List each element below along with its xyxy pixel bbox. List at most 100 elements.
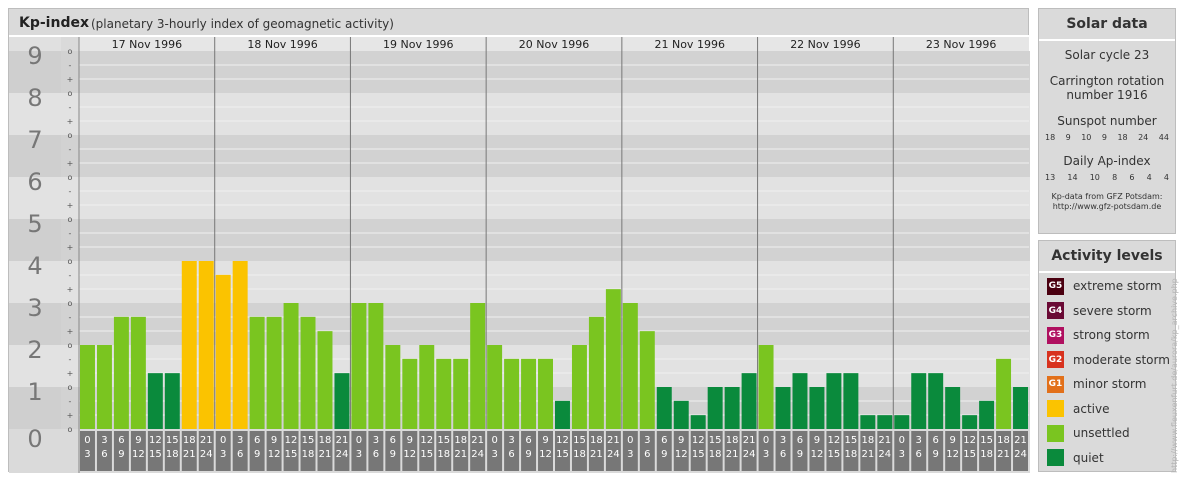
sunspot-title: Sunspot number	[1057, 114, 1157, 128]
y-axis-cell	[9, 303, 61, 345]
slot-label-start: 12	[828, 435, 841, 446]
kp-bar	[147, 373, 163, 429]
slot-label-box	[911, 431, 927, 471]
slot-label-start: 6	[661, 435, 667, 446]
day-header-strip	[79, 37, 1029, 51]
legend-swatch: G1	[1047, 375, 1064, 393]
kp-band	[9, 261, 1030, 303]
slot-label-end: 6	[237, 449, 243, 460]
y-minor-tick: o	[68, 47, 73, 56]
slot-label-end: 12	[946, 449, 959, 460]
slot-label-box	[351, 431, 367, 471]
slot-label-box	[809, 431, 825, 471]
slot-label-end: 18	[437, 449, 450, 460]
slot-label-box	[639, 431, 655, 471]
legend-label: unsettled	[1073, 426, 1130, 440]
y-tick-label: 3	[27, 294, 42, 322]
slot-label-start: 9	[271, 435, 277, 446]
slot-label-box	[453, 431, 469, 471]
kp-bar	[266, 316, 282, 429]
slot-label-box	[928, 431, 944, 471]
kp-bar	[673, 400, 689, 429]
slot-label-end: 6	[916, 449, 922, 460]
kp-bar	[164, 373, 180, 429]
slot-label-start: 3	[916, 435, 922, 446]
y-axis-cell	[9, 387, 61, 429]
legend-swatch: G5	[1047, 277, 1064, 295]
slot-label-end: 21	[726, 449, 739, 460]
legend-label: active	[1073, 401, 1110, 416]
slot-label-start: 15	[437, 435, 450, 446]
kp-bar	[504, 358, 520, 429]
kp-bar	[724, 387, 740, 429]
slot-label-start: 21	[200, 435, 213, 446]
y-minor-tick: +	[67, 369, 74, 378]
slot-label-start: 18	[726, 435, 739, 446]
legend-label: extreme storm	[1073, 279, 1162, 293]
slot-label-box	[504, 431, 520, 471]
slot-label-box	[690, 431, 706, 471]
kp-bar	[470, 303, 486, 429]
slot-label-box	[894, 431, 910, 471]
kp-bar	[368, 303, 384, 429]
y-minor-tick: -	[69, 313, 72, 322]
legend-swatch: G3	[1047, 326, 1064, 344]
kp-bar	[538, 358, 553, 429]
chart-title: Kp-index	[19, 15, 89, 31]
sunspot-value: 9	[1065, 133, 1071, 142]
slot-label-start: 0	[220, 435, 226, 446]
legend-item: G1 minor storm	[1047, 375, 1146, 393]
y-axis-cell	[9, 93, 61, 135]
slot-label-box	[232, 431, 248, 471]
y-tick-label: 5	[27, 210, 42, 238]
slot-label-box	[436, 431, 452, 471]
y-minor-tick: -	[69, 145, 72, 154]
slot-label-box	[181, 431, 197, 471]
sunspot-value: 24	[1138, 133, 1149, 142]
slot-label-end: 12	[811, 449, 824, 460]
kp-band	[9, 177, 1030, 219]
slot-label-start: 12	[420, 435, 433, 446]
y-minor-tick: o	[68, 173, 73, 182]
slot-label-box	[656, 431, 672, 471]
kp-bar	[385, 345, 401, 429]
slot-label-start: 18	[590, 435, 603, 446]
slot-label-box	[724, 431, 740, 471]
activity-levels-panel: Activity levels G5 extreme storm G4 severe …	[1038, 240, 1176, 472]
slot-label-box	[792, 431, 808, 471]
slot-label-box	[215, 431, 231, 471]
slot-label-end: 21	[861, 449, 874, 460]
solar-data-panel: Solar data Solar cycle 23 Carrington rot…	[1038, 8, 1176, 234]
kp-bar	[453, 358, 469, 429]
kp-band	[9, 303, 1030, 345]
slot-label-end: 24	[607, 449, 620, 460]
slot-label-start: 15	[573, 435, 586, 446]
kp-bar	[436, 358, 452, 429]
slot-label-start: 3	[508, 435, 514, 446]
slot-label-box	[741, 431, 757, 471]
kp-chart-panel: 0 1 2 3 4 5 6 7 8 9 o + - o + - o + - o + - o + - o + - o + - o + - o + - o 17…	[8, 8, 1030, 473]
slot-label-start: 15	[302, 435, 315, 446]
y-minor-tick: o	[68, 299, 73, 308]
slot-label-end: 9	[797, 449, 803, 460]
slot-label-end: 18	[980, 449, 993, 460]
slot-label-start: 3	[373, 435, 379, 446]
y-minor-tick: o	[68, 257, 73, 266]
sunspot-value: 9	[1101, 133, 1107, 142]
slot-label-start: 9	[135, 435, 141, 446]
activity-levels-title: Activity levels	[1039, 241, 1175, 273]
chart-subtitle: (planetary 3-hourly index of geomagnetic…	[91, 17, 394, 31]
y-tick-label: 2	[27, 336, 42, 364]
y-axis-cell	[9, 177, 61, 219]
slot-label-box	[419, 431, 435, 471]
slot-label-start: 3	[237, 435, 243, 446]
slot-label-start: 21	[471, 435, 484, 446]
credit-line-2[interactable]: http://www.gfz-potsdam.de	[1052, 202, 1162, 211]
kp-bar	[775, 387, 791, 429]
kp-bar	[707, 387, 723, 429]
kp-bar	[758, 345, 774, 429]
slot-label-box	[877, 431, 893, 471]
kp-bar	[283, 303, 299, 429]
kp-bar	[181, 261, 197, 429]
y-axis-cell	[9, 51, 61, 93]
